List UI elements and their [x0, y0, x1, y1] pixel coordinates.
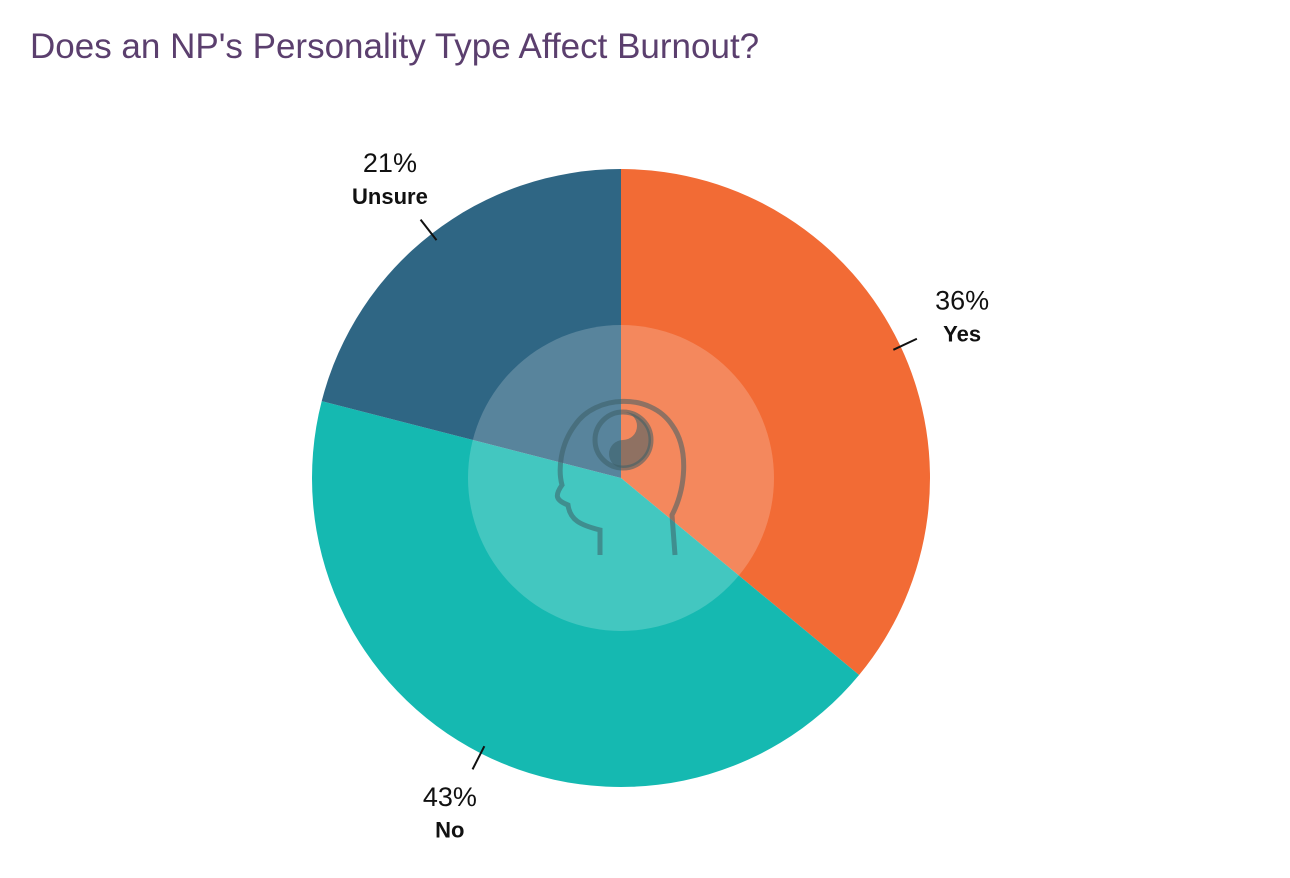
- yin-yang: [609, 412, 651, 468]
- center-disc: [468, 325, 774, 631]
- slice: [621, 169, 931, 675]
- category-label: Unsure: [352, 184, 428, 209]
- slice: [311, 401, 860, 787]
- slice: [321, 169, 621, 478]
- percent-label: 36%: [935, 286, 989, 316]
- leader-line: [471, 745, 486, 770]
- percent-label: 43%: [423, 782, 477, 812]
- category-label: No: [435, 818, 464, 843]
- category-label: Yes: [943, 321, 981, 346]
- percent-label: 21%: [363, 148, 417, 178]
- chart-title: Does an NP's Personality Type Affect Bur…: [30, 27, 759, 66]
- leader-line: [892, 337, 918, 351]
- pie: [311, 169, 931, 787]
- labels: 36% Yes 43% No 21% Unsure: [352, 148, 989, 842]
- leader-line: [419, 219, 438, 241]
